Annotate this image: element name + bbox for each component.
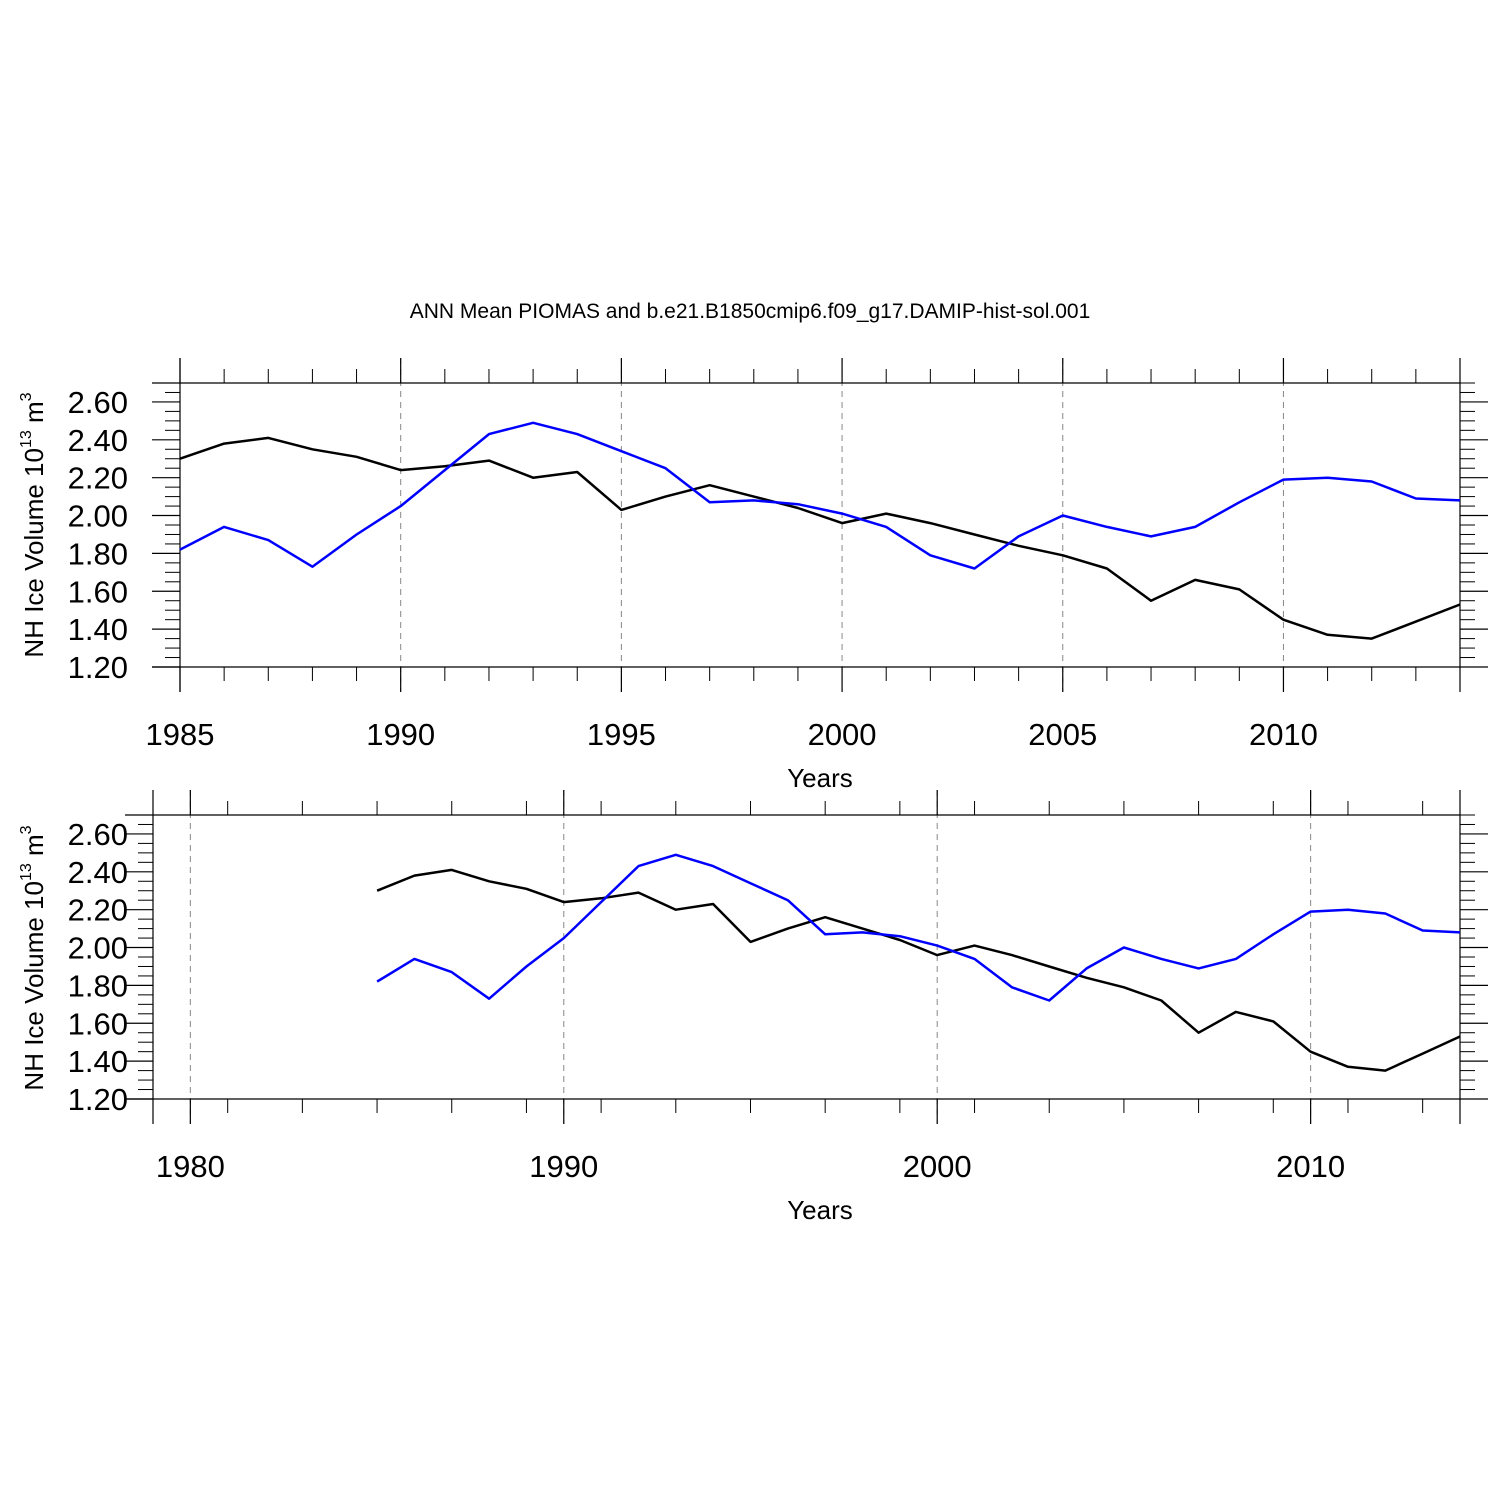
y-tick-label-2.60: 2.60 [68, 817, 128, 852]
x-tick-label-1980: 1980 [156, 1149, 225, 1184]
y-tick-label-1.80: 1.80 [68, 968, 128, 1003]
series-model-line-bottom [376, 853, 1461, 1002]
x-tick-label-1995: 1995 [587, 717, 656, 752]
y-tick-label-2.00: 2.00 [68, 499, 128, 534]
x-tick-label-1990: 1990 [529, 1149, 598, 1184]
y-tick-label-1.20: 1.20 [68, 650, 128, 685]
x-tick-label-2000: 2000 [903, 1149, 972, 1184]
y-tick-label-1.40: 1.40 [68, 612, 128, 647]
series-model-line-top [179, 421, 1461, 570]
x-axis-title-bottom: Years [787, 1195, 853, 1225]
y-tick-label-2.60: 2.60 [68, 385, 128, 420]
x-tick-label-1990: 1990 [366, 717, 435, 752]
y-axis-title-top: NH Ice Volume 1013 m3 [18, 392, 49, 657]
panel-top: Years NH Ice Volume 1013 m3 1985 1990 1995… [18, 358, 1488, 793]
y-tick-label-1.40: 1.40 [68, 1044, 128, 1079]
y-tick-label-1.80: 1.80 [68, 536, 128, 571]
y-tick-label-2.00: 2.00 [68, 931, 128, 966]
series-piomas-line-bottom [376, 868, 1461, 1072]
x-tick-label-2010: 2010 [1276, 1149, 1345, 1184]
y-tick-label-1.60: 1.60 [68, 574, 128, 609]
panel-bottom: Years NH Ice Volume 1013 m3 1980 1990 2000… [18, 790, 1488, 1225]
y-tick-label-1.20: 1.20 [68, 1082, 128, 1117]
y-axis-title-bottom: NH Ice Volume 1013 m3 [18, 825, 49, 1090]
x-tick-label-1985: 1985 [146, 717, 215, 752]
x-axis-title-top: Years [787, 763, 853, 793]
series-piomas-line-top [179, 436, 1461, 640]
y-tick-label-2.40: 2.40 [68, 855, 128, 890]
figure-title: ANN Mean PIOMAS and b.e21.B1850cmip6.f09… [410, 300, 1091, 323]
x-tick-label-2000: 2000 [808, 717, 877, 752]
x-tick-label-2010: 2010 [1249, 717, 1318, 752]
y-tick-label-2.40: 2.40 [68, 423, 128, 458]
y-tick-label-1.60: 1.60 [68, 1006, 128, 1041]
y-tick-label-2.20: 2.20 [68, 461, 128, 496]
x-tick-label-2005: 2005 [1028, 717, 1097, 752]
y-tick-label-2.20: 2.20 [68, 893, 128, 928]
